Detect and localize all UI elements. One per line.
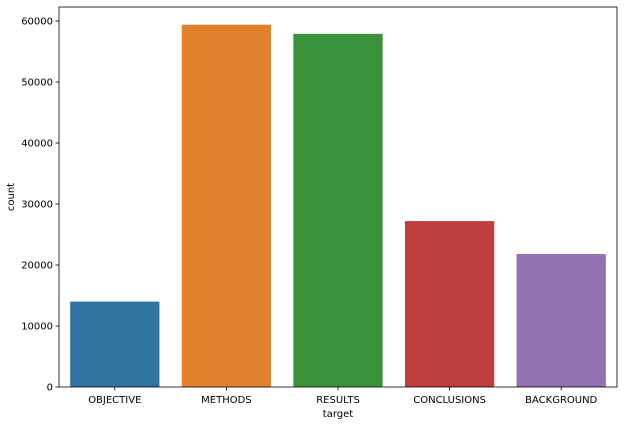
y-tick-label: 30000	[21, 200, 53, 211]
y-tick-label: 40000	[21, 139, 53, 150]
y-tick-label: 0	[47, 383, 53, 394]
y-tick-label: 60000	[21, 17, 53, 28]
y-tick-label: 20000	[21, 261, 53, 272]
bars	[70, 24, 606, 388]
x-tick-label: OBJECTIVE	[88, 395, 141, 406]
y-tick-label: 10000	[21, 322, 53, 333]
x-tick-label: BACKGROUND	[525, 395, 597, 406]
x-axis: OBJECTIVE METHODS RESULTS CONCLUSIONS BACKGR…	[88, 387, 598, 406]
bar-results	[293, 33, 383, 387]
bar-conclusions	[404, 221, 495, 387]
x-axis-label: target	[323, 409, 353, 420]
y-axis: 0 10000 20000 30000 40000 50000 60000	[21, 17, 59, 394]
x-tick-label: RESULTS	[316, 395, 360, 406]
bar-methods	[181, 24, 272, 388]
x-tick-label: CONCLUSIONS	[413, 395, 486, 406]
bar-background	[516, 254, 606, 387]
bar-objective	[70, 301, 160, 387]
x-tick-label: METHODS	[201, 395, 252, 406]
y-tick-label: 50000	[21, 78, 53, 89]
y-axis-label: count	[6, 183, 17, 211]
